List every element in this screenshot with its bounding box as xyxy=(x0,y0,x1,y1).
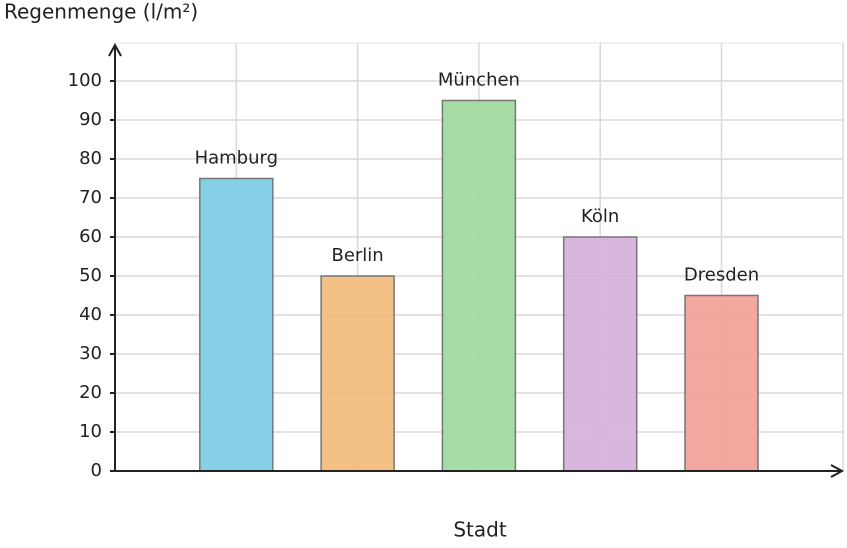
y-axis-title: Regenmenge (l/m²) xyxy=(4,0,198,24)
y-tick-label: 20 xyxy=(79,382,102,403)
y-tick-label: 90 xyxy=(79,109,102,130)
y-tick-label: 10 xyxy=(79,421,102,442)
bar xyxy=(441,99,517,472)
bar xyxy=(684,294,759,472)
bar-label: Hamburg xyxy=(195,148,278,169)
bar xyxy=(562,236,638,472)
x-axis xyxy=(115,464,845,478)
bar-label: München xyxy=(438,70,520,91)
y-axis xyxy=(108,42,122,471)
y-tick-label: 70 xyxy=(79,187,102,208)
y-tick-label: 100 xyxy=(68,70,102,91)
y-tick-label: 50 xyxy=(79,265,102,286)
y-tick-label: 60 xyxy=(79,226,102,247)
bar-label: Berlin xyxy=(331,245,383,266)
bar-label: Köln xyxy=(581,206,619,227)
bar xyxy=(320,275,395,472)
bars xyxy=(199,99,759,472)
y-tick-label: 40 xyxy=(79,304,102,325)
y-tick-label: 30 xyxy=(79,343,102,364)
y-tick-label: 80 xyxy=(79,148,102,169)
x-axis-title: Stadt xyxy=(453,518,506,542)
y-tick-label: 0 xyxy=(91,460,102,481)
bar-label: Dresden xyxy=(684,265,759,286)
bar xyxy=(199,177,274,472)
